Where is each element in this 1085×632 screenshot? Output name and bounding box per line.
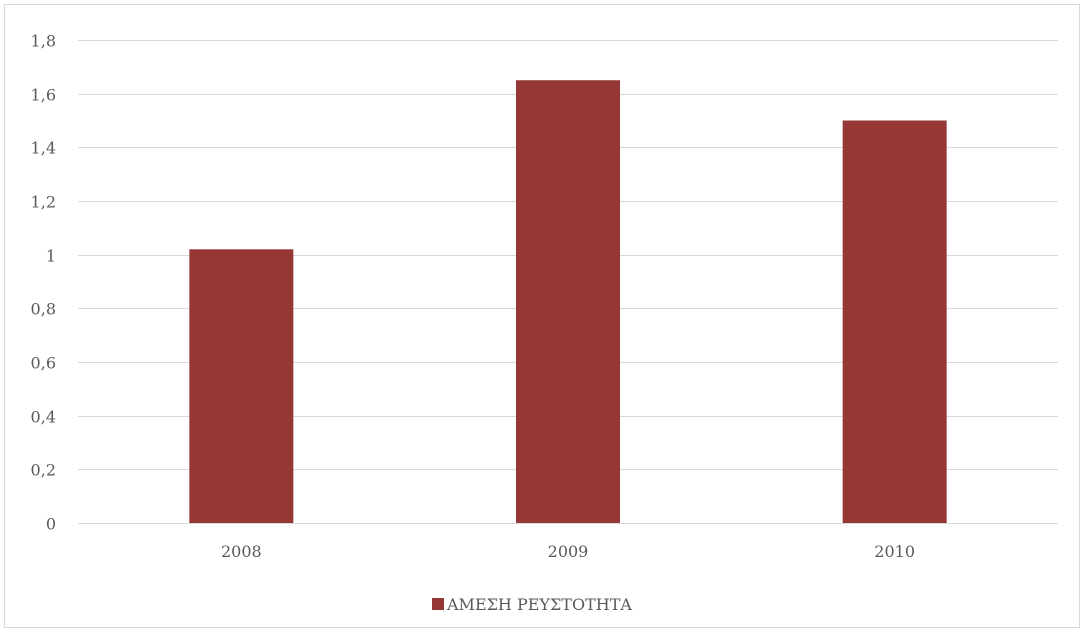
bars [189,80,947,524]
y-axis: 0 0,2 0,4 0,6 0,8 1 1,2 1,4 1,6 1,8 [31,32,56,534]
bar [189,249,294,524]
y-tick-label: 0 [46,515,56,534]
y-tick-label: 1,2 [31,193,56,212]
x-axis: 2008 2009 2010 [221,542,915,561]
x-tick-label: 2009 [548,542,589,561]
y-tick-label: 0,8 [31,300,56,319]
bar [516,80,620,523]
legend-label: ΑΜΕΣΗ ΡΕΥΣΤΟΤΗΤΑ [446,595,632,614]
y-tick-label: 0,4 [31,408,56,427]
x-tick-label: 2008 [221,542,262,561]
bar [842,120,947,523]
y-tick-label: 1 [46,247,56,266]
y-tick-label: 1,8 [31,32,56,51]
legend: ΑΜΕΣΗ ΡΕΥΣΤΟΤΗΤΑ [432,595,632,614]
x-tick-label: 2010 [874,542,915,561]
y-tick-label: 1,6 [31,86,56,105]
y-tick-label: 0,6 [31,354,56,373]
y-tick-label: 1,4 [31,139,56,158]
legend-swatch [432,598,444,610]
y-tick-label: 0,2 [31,461,56,480]
